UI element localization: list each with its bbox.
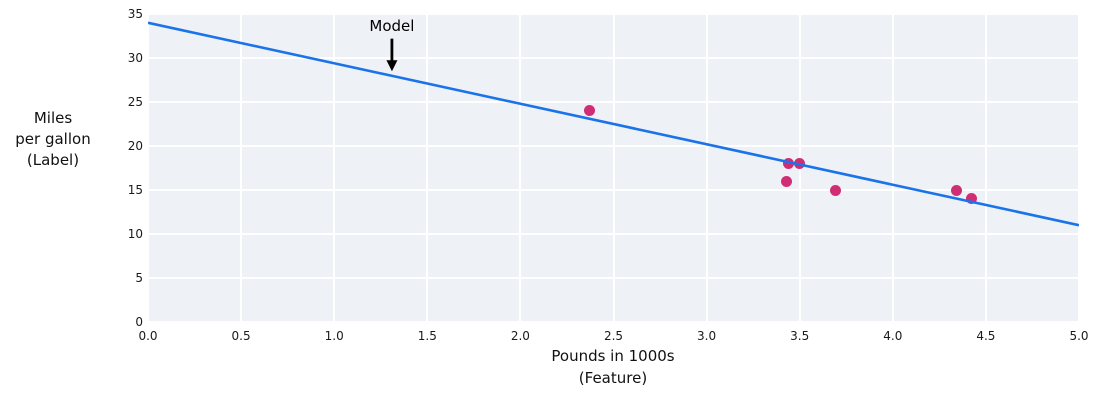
x-gridline bbox=[1078, 14, 1080, 322]
model-annotation-label: Model bbox=[369, 17, 415, 36]
x-gridline bbox=[426, 14, 429, 322]
data-point bbox=[583, 105, 595, 117]
x-tick-label: 1.5 bbox=[417, 329, 437, 343]
data-point bbox=[965, 193, 977, 205]
y-gridline bbox=[148, 101, 1079, 103]
data-point bbox=[781, 175, 793, 187]
y-axis-label-line: per gallon bbox=[15, 130, 91, 148]
x-axis-label: Pounds in 1000s (Feature) bbox=[493, 345, 733, 389]
y-tick-label: 25 bbox=[127, 95, 143, 109]
x-gridline bbox=[891, 14, 894, 322]
y-gridline bbox=[148, 233, 1079, 235]
y-gridline bbox=[148, 277, 1079, 279]
y-tick-label: 15 bbox=[127, 183, 143, 197]
y-axis-label-line: Miles bbox=[33, 109, 73, 127]
x-gridline bbox=[147, 14, 149, 322]
x-tick-label: 3.5 bbox=[790, 329, 810, 343]
y-gridline bbox=[148, 13, 1079, 15]
x-tick-label: 2.5 bbox=[603, 329, 624, 343]
y-tick-label: 35 bbox=[127, 7, 143, 21]
y-tick-label: 30 bbox=[127, 51, 143, 65]
x-gridline bbox=[519, 14, 522, 322]
x-tick-label: 4.0 bbox=[883, 329, 903, 343]
y-tick-label: 0 bbox=[135, 315, 143, 329]
arrow-down-icon bbox=[386, 38, 398, 72]
y-tick-label: 20 bbox=[127, 139, 143, 153]
x-tick-label: 1.0 bbox=[324, 329, 344, 343]
data-point bbox=[829, 184, 841, 196]
x-tick-label: 2.0 bbox=[510, 329, 530, 343]
y-tick-label: 5 bbox=[135, 271, 143, 285]
x-gridline bbox=[612, 14, 615, 322]
y-tick-label: 10 bbox=[127, 227, 143, 241]
y-gridline bbox=[148, 321, 1079, 323]
x-tick-label: 0.5 bbox=[231, 329, 251, 343]
x-axis-label-line: Pounds in 1000s bbox=[551, 347, 675, 365]
x-gridline bbox=[984, 14, 987, 322]
plot-area: Model bbox=[147, 13, 1080, 323]
model-line bbox=[148, 21, 1079, 227]
y-gridline bbox=[148, 57, 1079, 59]
y-axis-label-line: (Label) bbox=[26, 151, 80, 169]
x-axis-label-line: (Feature) bbox=[578, 369, 648, 387]
x-tick-label: 4.5 bbox=[976, 329, 996, 343]
y-gridline bbox=[148, 189, 1079, 191]
x-gridline bbox=[705, 14, 708, 322]
data-point bbox=[950, 184, 962, 196]
data-point bbox=[783, 158, 795, 170]
y-axis-label: Miles per gallon (Label) bbox=[0, 108, 106, 171]
model-line-layer bbox=[148, 21, 1079, 227]
x-gridline bbox=[240, 14, 243, 322]
y-gridline bbox=[148, 145, 1079, 147]
x-tick-label: 3.0 bbox=[697, 329, 717, 343]
x-tick-label: 0.0 bbox=[138, 329, 158, 343]
x-tick-label: 5.0 bbox=[1069, 329, 1089, 343]
x-gridline bbox=[333, 14, 336, 322]
